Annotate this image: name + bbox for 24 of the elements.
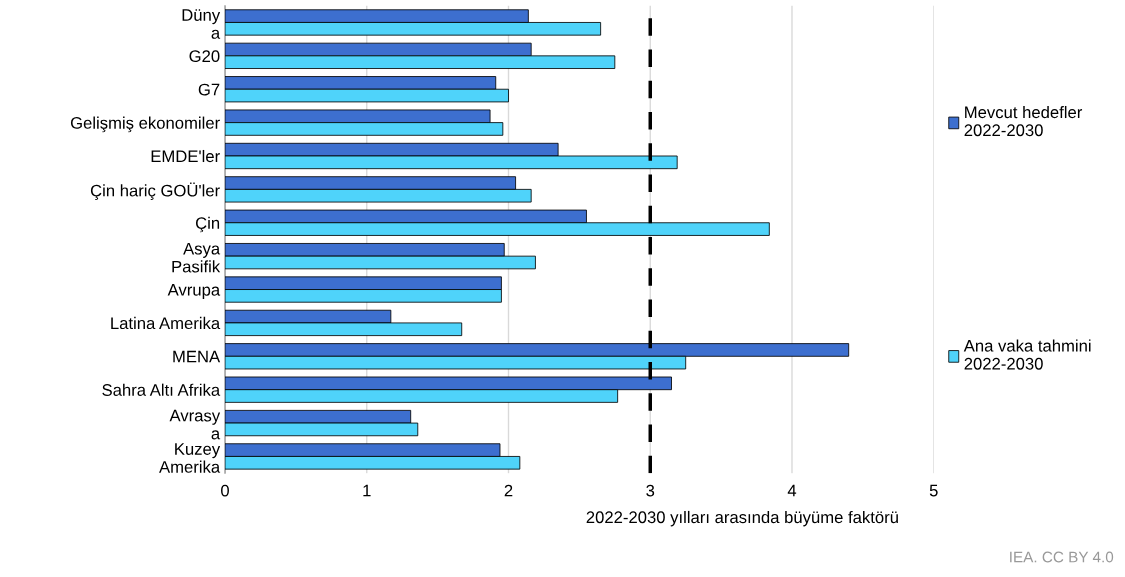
y-tick-label: Gelişmiş ekonomiler (70, 116, 220, 133)
text: IEA. CC BY 4.0 (1010, 551, 1114, 563)
legend-label: Mevcut hedefler 2022-2030 (964, 105, 1083, 137)
x-tick-label: 1 (363, 484, 371, 497)
y-tick-label: Sahra Altı Afrika (102, 383, 221, 396)
x-tick-label: 2 (504, 484, 513, 497)
y-tick-label: MENA (173, 350, 221, 363)
y-tick-label: Çin (195, 216, 220, 233)
x-tick-label: 0 (221, 484, 229, 497)
legend-label: Ana vaka tahmini 2022-2030 (963, 339, 1091, 370)
y-tick-label: Düny a (182, 9, 221, 39)
y-tick-label: G20 (189, 50, 220, 63)
y-tick-label: G7 (198, 83, 220, 96)
x-axis-title: 2022-2030 yılları arasında büyüme faktörü (586, 510, 898, 527)
x-tick-label: 4 (787, 484, 797, 497)
y-tick-label: EMDE'ler (151, 149, 220, 163)
y-tick-label: Avrupa (167, 284, 221, 300)
x-tick-label: 3 (646, 484, 655, 497)
y-tick-label: Avrasy a (169, 409, 221, 440)
y-tick-label: Latina Amerika (111, 316, 221, 330)
y-tick-label: Kuzey Amerika (159, 443, 221, 473)
x-tick-label: 5 (929, 484, 938, 497)
y-tick-label: Çin hariç GOÜ'ler (90, 182, 220, 200)
y-tick-label: Asya Pasifik (172, 242, 221, 273)
